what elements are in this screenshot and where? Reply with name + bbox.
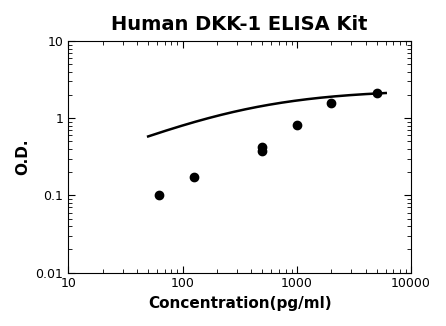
Title: Human DKK-1 ELISA Kit: Human DKK-1 ELISA Kit bbox=[112, 15, 368, 34]
Y-axis label: O.D.: O.D. bbox=[15, 139, 30, 175]
X-axis label: Concentration(pg/ml): Concentration(pg/ml) bbox=[148, 296, 331, 311]
